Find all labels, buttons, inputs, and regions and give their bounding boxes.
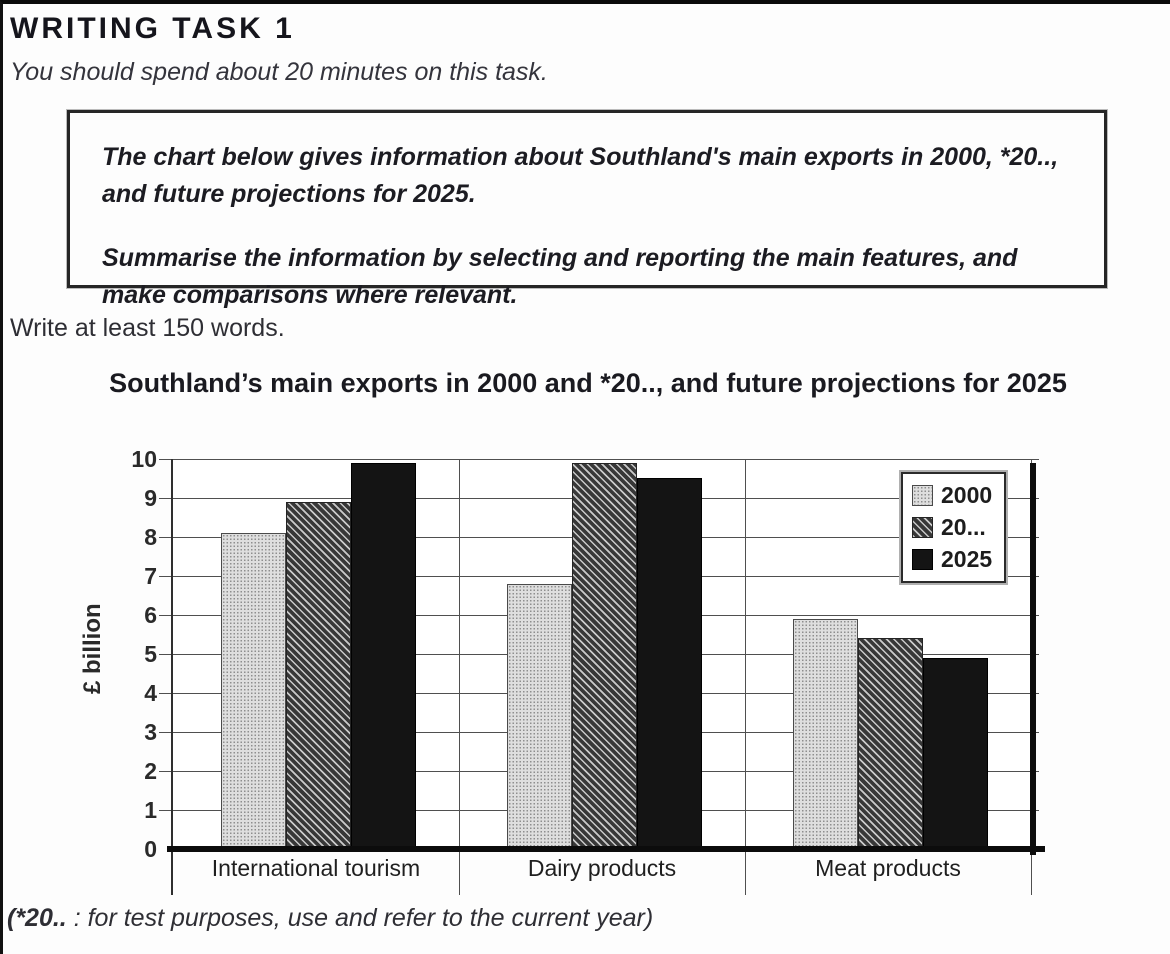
bar-2025-international-tourism xyxy=(351,463,416,849)
footnote-text: : for test purposes, use and refer to th… xyxy=(66,904,654,932)
category-label: Dairy products xyxy=(527,855,677,881)
y-tick-label: 2 xyxy=(144,758,157,784)
chart-legend: 2000 20... 2025 xyxy=(901,472,1007,583)
legend-swatch-solid-black xyxy=(912,549,933,570)
y-axis-title: £ billion xyxy=(79,603,106,694)
page-title: WRITING TASK 1 xyxy=(10,12,295,45)
legend-item: 2025 xyxy=(912,546,992,573)
x-axis-line xyxy=(167,846,1045,852)
time-instruction: You should spend about 20 minutes on thi… xyxy=(10,58,548,86)
bar-2000-international-tourism xyxy=(221,533,286,849)
legend-swatch-dotted-light-gray xyxy=(912,485,933,506)
y-axis-line xyxy=(171,459,173,895)
y-tick-label: 0 xyxy=(144,836,157,862)
y-tick-label: 4 xyxy=(144,680,157,706)
task-instruction-box: The chart below gives information about … xyxy=(67,110,1107,309)
chart-title: Southland’s main exports in 2000 and *20… xyxy=(109,368,1067,398)
word-count-note: Write at least 150 words. xyxy=(10,314,285,342)
bar-2000-meat-products xyxy=(793,619,858,849)
y-tick-label: 8 xyxy=(144,524,157,550)
gridline-vertical xyxy=(459,459,460,895)
bar-2000-dairy-products xyxy=(507,584,572,849)
legend-label: 2025 xyxy=(941,546,993,572)
bar-20-international-tourism xyxy=(286,502,351,849)
task-summarise-instruction: Summarise the information by selecting a… xyxy=(102,244,1018,309)
task-description: The chart below gives information about … xyxy=(102,143,1059,208)
category-label: International tourism xyxy=(211,855,421,881)
legend-item: 20... xyxy=(912,514,992,541)
legend-label: 2000 xyxy=(941,482,993,508)
category-label: Meat products xyxy=(815,855,961,881)
y-tick-label: 10 xyxy=(131,446,157,472)
footnote-asterisk-term: (*20.. xyxy=(7,904,67,932)
legend-swatch-dark-diagonal-hatch xyxy=(912,517,933,538)
bar-chart: £ billion 0 1 2 3 4 5 6 7 8 9 10 International tou… xyxy=(3,432,1170,932)
footnote: (*20.. : for test purposes, use and refe… xyxy=(7,904,653,933)
y-tick-label: 7 xyxy=(144,563,157,589)
bar-2025-dairy-products xyxy=(637,478,702,849)
legend-label: 20... xyxy=(941,514,986,540)
bar-20-dairy-products xyxy=(572,463,637,849)
plot-shadow-right xyxy=(1030,463,1036,855)
legend-item: 2000 xyxy=(912,482,992,509)
gridline-horizontal xyxy=(159,459,1039,460)
y-tick-label: 9 xyxy=(144,485,157,511)
y-tick-label: 3 xyxy=(144,719,157,745)
gridline-vertical xyxy=(745,459,746,895)
y-tick-label: 1 xyxy=(144,797,157,823)
plot-area xyxy=(159,459,1045,895)
y-tick-label: 5 xyxy=(144,641,157,667)
y-tick-label: 6 xyxy=(144,602,157,628)
bar-20-meat-products xyxy=(858,638,923,849)
bar-2025-meat-products xyxy=(923,658,988,849)
